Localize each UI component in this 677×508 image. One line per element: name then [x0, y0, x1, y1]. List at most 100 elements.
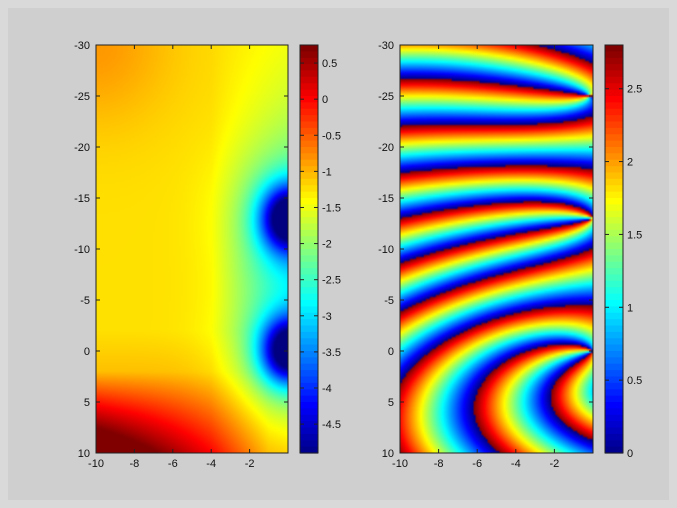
y-tick-label: -20 [74, 142, 90, 154]
colorbar-segment [300, 293, 318, 301]
y-tick-label: -10 [74, 244, 90, 256]
colorbar-segment [300, 261, 318, 269]
colorbar-tick-label: -2 [322, 239, 332, 251]
colorbar-segment [300, 115, 318, 123]
y-tick-label: 0 [84, 346, 90, 358]
colorbar-segment [300, 121, 318, 129]
colorbar-segment [605, 427, 623, 435]
colorbar-segment [300, 223, 318, 231]
colorbar-segment [605, 370, 623, 378]
colorbar-segment [300, 127, 318, 135]
colorbar-tick-label: 1 [627, 302, 633, 314]
colorbar-segment [300, 338, 318, 346]
colorbar-segment [605, 414, 623, 422]
colorbar-segment [300, 287, 318, 295]
colorbar-segment [300, 249, 318, 256]
colorbar-segment [300, 312, 318, 320]
colorbar-segment [300, 89, 318, 97]
colorbar-segment [300, 217, 318, 225]
colorbar-segment [605, 274, 623, 282]
colorbar-segment [300, 96, 318, 103]
colorbar-segment [300, 319, 318, 327]
x-tick-label: -8 [130, 458, 140, 470]
colorbar-tick-label: 0 [322, 94, 328, 106]
colorbar-segment [605, 115, 623, 123]
colorbar-segment [300, 274, 318, 282]
colorbar-tick-label: -1.5 [322, 202, 341, 214]
y-tick-label: -5 [384, 295, 394, 307]
colorbar-tick-label: -1 [322, 166, 332, 178]
colorbar-segment [605, 153, 623, 161]
colorbar-segment [300, 191, 318, 199]
colorbar-segment [605, 45, 623, 52]
colorbar-segment [605, 70, 623, 78]
colorbar-segment [300, 389, 318, 397]
colorbar-segment [300, 351, 318, 358]
colorbar-segment [605, 446, 623, 454]
colorbar-segment [300, 57, 318, 65]
colorbar-segment [300, 408, 318, 416]
colorbar-segment [300, 446, 318, 454]
colorbar-segment [300, 83, 318, 91]
colorbar-segment [300, 433, 318, 441]
colorbar-segment [300, 300, 318, 307]
colorbar-tick-label: 1.5 [627, 229, 642, 241]
colorbar-tick-label: -0.5 [322, 130, 341, 142]
colorbar-segment [605, 172, 623, 180]
colorbar-segment [605, 204, 623, 212]
colorbar-segment [605, 83, 623, 91]
heatmap-image [400, 45, 593, 453]
x-tick-label: -2 [245, 458, 255, 470]
colorbar-segment [300, 172, 318, 180]
colorbar-segment [605, 319, 623, 327]
colorbar-segment [605, 440, 623, 448]
colorbar-segment [605, 376, 623, 384]
y-tick-label: 10 [382, 448, 394, 460]
y-tick-label: 5 [84, 397, 90, 409]
colorbar-segment [605, 306, 623, 314]
colorbar-segment [300, 236, 318, 244]
colorbar-segment [605, 191, 623, 199]
x-tick-label: -10 [392, 458, 408, 470]
y-tick-label: -5 [80, 295, 90, 307]
colorbar-segment [300, 159, 318, 167]
colorbar-segment [605, 325, 623, 333]
colorbar-tick-label: -2.5 [322, 275, 341, 287]
colorbar-segment [605, 382, 623, 390]
colorbar-segment [300, 45, 318, 52]
colorbar-segment [300, 178, 318, 186]
x-tick-label: -6 [472, 458, 482, 470]
colorbar-segment [300, 166, 318, 174]
colorbar-segment [605, 229, 623, 237]
x-tick-label: -4 [206, 458, 216, 470]
colorbar-segment [605, 108, 623, 116]
colorbar-segment [605, 249, 623, 256]
x-tick-label: -6 [168, 458, 178, 470]
colorbar-segment [300, 414, 318, 422]
colorbar-tick-label: -4.5 [322, 419, 341, 431]
colorbar-segment [605, 408, 623, 416]
colorbar-segment [300, 344, 318, 352]
colorbar-segment [300, 229, 318, 237]
colorbar-tick-label: 0.5 [627, 375, 642, 387]
colorbar-segment [605, 261, 623, 269]
y-tick-label: 10 [78, 448, 90, 460]
colorbar-segment [605, 217, 623, 225]
colorbar-tick-label: 2 [627, 157, 633, 169]
colorbar-segment [605, 331, 623, 339]
colorbar-segment [300, 255, 318, 263]
colorbar-segment [300, 402, 318, 409]
colorbar-segment [300, 331, 318, 339]
colorbar-segment [605, 402, 623, 409]
colorbar-segment [300, 395, 318, 403]
colorbar-segment [605, 210, 623, 218]
colorbar-segment [300, 134, 318, 142]
colorbar-segment [605, 57, 623, 65]
colorbar-segment [605, 344, 623, 352]
colorbar-frame [604, 44, 624, 454]
colorbar-segment [300, 185, 318, 193]
colorbar-tick-label: 0.5 [322, 58, 337, 70]
colorbar-segment [300, 382, 318, 390]
